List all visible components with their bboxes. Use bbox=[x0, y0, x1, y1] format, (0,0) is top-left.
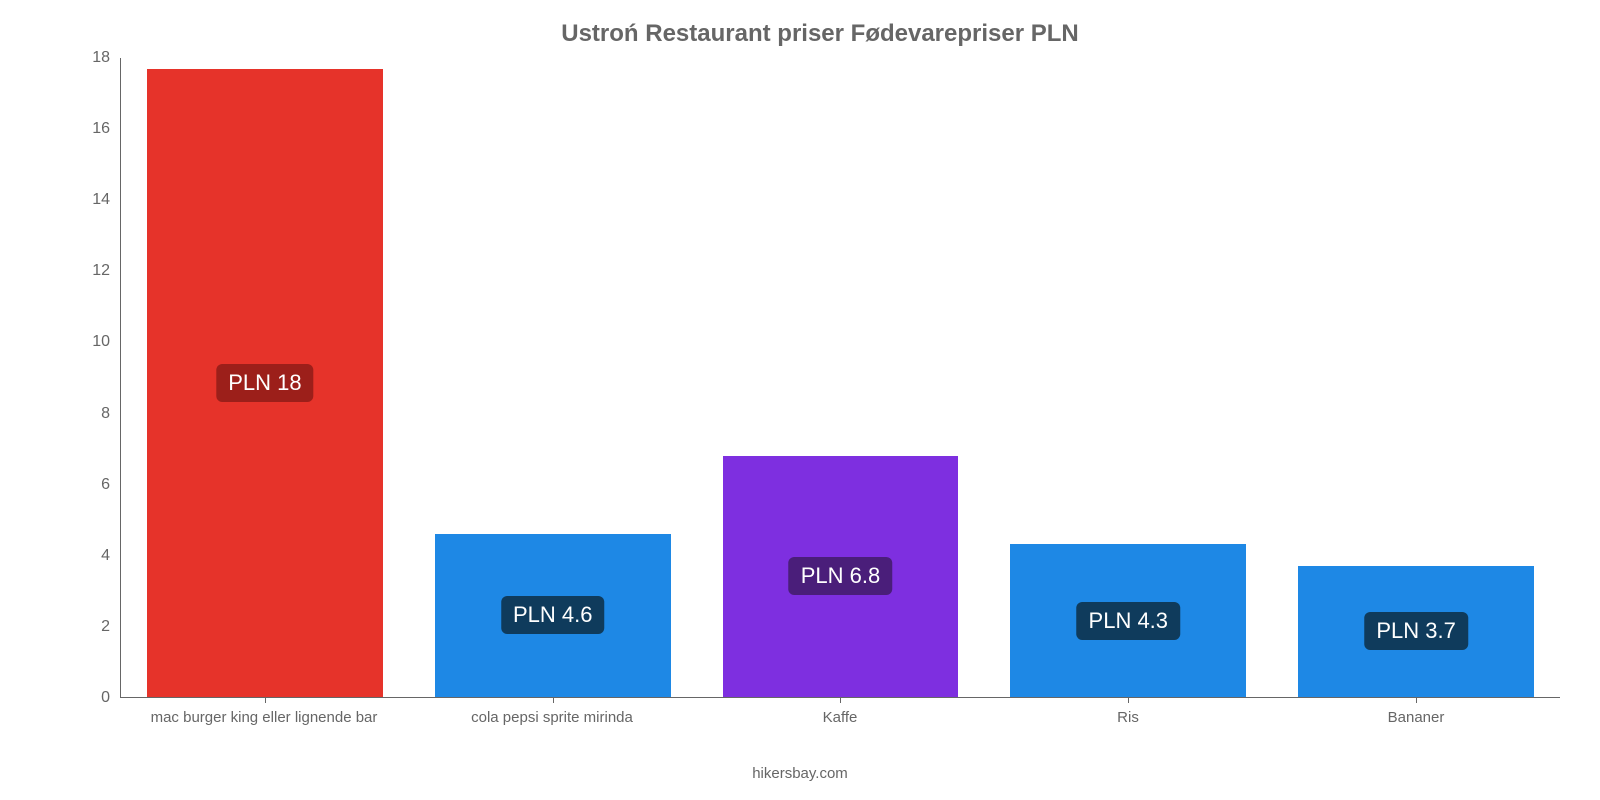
x-tick bbox=[840, 697, 841, 703]
y-tick-label: 14 bbox=[70, 191, 110, 209]
bar: PLN 6.8 bbox=[723, 456, 959, 697]
bar-value-label: PLN 3.7 bbox=[1364, 612, 1468, 650]
y-tick-label: 10 bbox=[70, 333, 110, 351]
bar-value-label: PLN 4.6 bbox=[501, 596, 605, 634]
y-tick-label: 18 bbox=[70, 49, 110, 67]
y-tick-label: 16 bbox=[70, 120, 110, 138]
bar-slot: PLN 18 bbox=[121, 58, 409, 697]
bar: PLN 4.6 bbox=[435, 534, 671, 697]
bar-slot: PLN 6.8 bbox=[697, 58, 985, 697]
bar-slot: PLN 4.3 bbox=[984, 58, 1272, 697]
x-axis-label: Bananer bbox=[1272, 709, 1560, 726]
bar: PLN 4.3 bbox=[1010, 544, 1246, 697]
x-tick bbox=[1416, 697, 1417, 703]
x-axis-label: mac burger king eller lignende bar bbox=[120, 709, 408, 726]
bar-value-label: PLN 6.8 bbox=[789, 557, 893, 595]
y-axis: 024681012141618 bbox=[70, 58, 110, 698]
x-axis-label: Ris bbox=[984, 709, 1272, 726]
bar-value-label: PLN 4.3 bbox=[1077, 602, 1181, 640]
y-tick-label: 2 bbox=[70, 618, 110, 636]
bar: PLN 3.7 bbox=[1298, 566, 1534, 697]
bar-slot: PLN 4.6 bbox=[409, 58, 697, 697]
bar: PLN 18 bbox=[147, 69, 383, 697]
x-axis-labels: mac burger king eller lignende barcola p… bbox=[120, 709, 1560, 726]
y-tick-label: 12 bbox=[70, 262, 110, 280]
chart-title: Ustroń Restaurant priser Fødevarepriser … bbox=[80, 20, 1560, 48]
y-tick-label: 0 bbox=[70, 689, 110, 707]
y-tick-label: 4 bbox=[70, 547, 110, 565]
x-axis-label: Kaffe bbox=[696, 709, 984, 726]
attribution-text: hikersbay.com bbox=[0, 765, 1600, 782]
y-tick-label: 6 bbox=[70, 476, 110, 494]
bar-value-label: PLN 18 bbox=[216, 364, 313, 402]
x-tick bbox=[553, 697, 554, 703]
bars-container: PLN 18 PLN 4.6 PLN 6.8 PLN 4.3 PLN 3.7 bbox=[120, 58, 1560, 698]
x-tick bbox=[1128, 697, 1129, 703]
x-tick bbox=[265, 697, 266, 703]
x-axis-label: cola pepsi sprite mirinda bbox=[408, 709, 696, 726]
plot-area: 024681012141618 PLN 18PLN 4.6PLN 6.8PLN … bbox=[80, 58, 1560, 698]
price-bar-chart: Ustroń Restaurant priser Fødevarepriser … bbox=[0, 0, 1600, 800]
bar-slot: PLN 3.7 bbox=[1272, 58, 1560, 697]
y-tick-label: 8 bbox=[70, 405, 110, 423]
